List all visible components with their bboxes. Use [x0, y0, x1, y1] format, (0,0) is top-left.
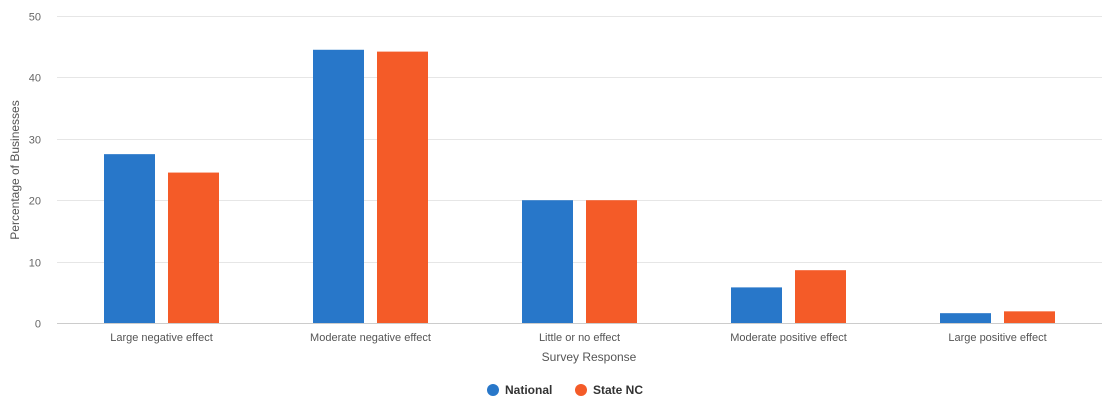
y-tick-label: 0 [35, 319, 41, 331]
legend-marker [575, 384, 587, 396]
bars [104, 49, 1055, 324]
x-category-label: Little or no effect [539, 332, 620, 344]
legend-label: State NC [593, 383, 643, 397]
legend-label: National [505, 383, 552, 397]
y-tick-label: 10 [29, 258, 41, 270]
x-category-label: Moderate positive effect [730, 332, 847, 344]
bar[interactable] [586, 200, 637, 323]
bar[interactable] [377, 51, 428, 323]
legend-marker [487, 384, 499, 396]
bar[interactable] [522, 200, 573, 323]
y-tick-label: 50 [29, 12, 41, 24]
x-axis-categories: Large negative effect Moderate negative e… [110, 332, 1046, 344]
bar[interactable] [104, 154, 155, 323]
y-tick-label: 30 [29, 135, 41, 147]
y-tick-label: 20 [29, 196, 41, 208]
bar[interactable] [940, 313, 991, 323]
bar[interactable] [731, 287, 782, 323]
bar[interactable] [168, 172, 219, 323]
x-category-label: Large positive effect [948, 332, 1046, 344]
legend[interactable]: National State NC [487, 383, 643, 397]
bar[interactable] [313, 49, 364, 324]
y-axis-title: Percentage of Businesses [8, 100, 22, 239]
gridlines [57, 16, 1102, 324]
x-axis-title: Survey Response [542, 350, 637, 364]
legend-item[interactable]: National [487, 383, 552, 397]
y-axis-ticks: 0 10 20 30 40 50 [29, 12, 41, 331]
x-category-label: Large negative effect [110, 332, 213, 344]
x-category-label: Moderate negative effect [310, 332, 431, 344]
bar[interactable] [1004, 311, 1055, 323]
legend-item[interactable]: State NC [575, 383, 643, 397]
y-tick-label: 40 [29, 73, 41, 85]
bar[interactable] [795, 270, 846, 323]
